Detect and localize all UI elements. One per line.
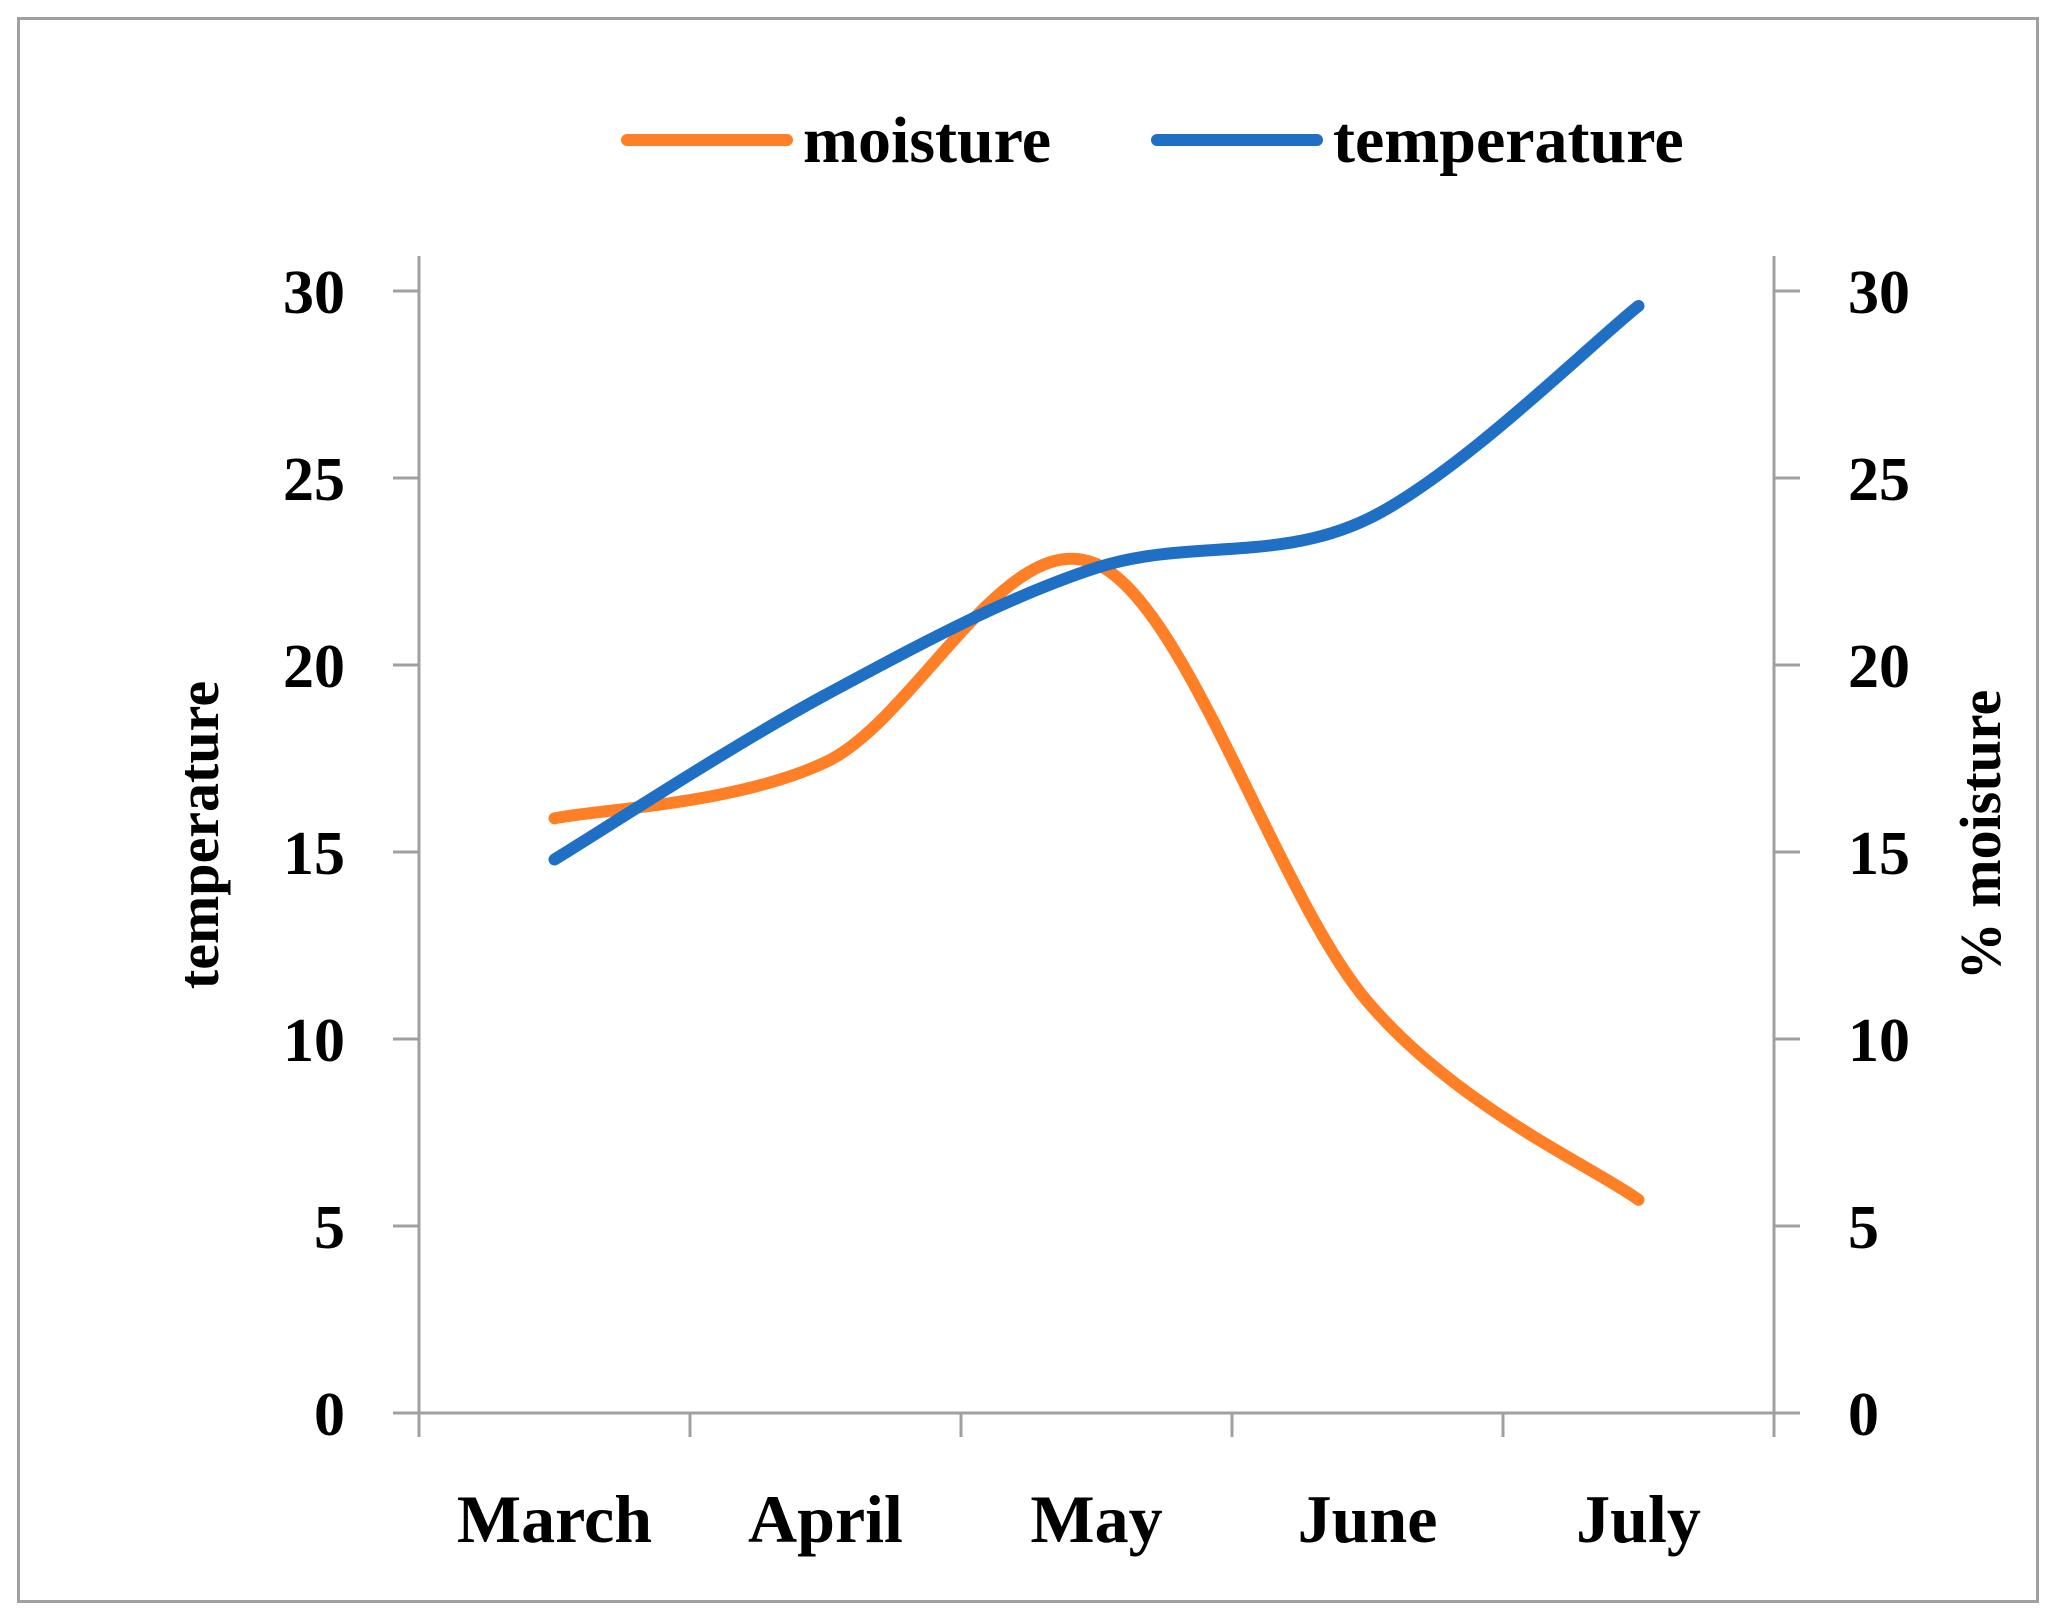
axes: 0 0 5 5 10 10 15 15 20 20 25 25 30 30 March April May Jun…	[283, 256, 1910, 1557]
y-tick-label-right: 5	[1848, 1194, 1879, 1262]
y-tick-label-left: 15	[283, 820, 345, 888]
chart-frame	[17, 17, 2039, 1603]
y-tick-label-left: 10	[283, 1007, 345, 1075]
y-tick-label-right: 0	[1848, 1381, 1879, 1449]
legend-label-temperature: temperature	[1333, 104, 1684, 177]
legend-label-moisture: moisture	[803, 104, 1051, 177]
y-tick-label-right: 15	[1848, 820, 1910, 888]
legend: moisture temperature	[621, 104, 1684, 177]
x-tick-label: April	[748, 1481, 903, 1557]
series	[548, 299, 1645, 1206]
y-tick-label-left: 25	[283, 446, 345, 514]
x-tick-label: March	[457, 1481, 652, 1557]
y-tick-label-left: 5	[314, 1194, 345, 1262]
y-tick-label-left: 30	[283, 259, 345, 327]
x-tick-label: June	[1298, 1481, 1438, 1557]
x-tick-label: July	[1576, 1481, 1701, 1557]
y-tick-label-left: 20	[283, 633, 345, 701]
x-tick-label: May	[1030, 1481, 1162, 1557]
y-tick-label-right: 10	[1848, 1007, 1910, 1075]
y-tick-label-right: 20	[1848, 633, 1910, 701]
series-line-temperature	[548, 299, 1645, 866]
series-line-moisture	[548, 552, 1645, 1206]
y-tick-label-left: 0	[314, 1381, 345, 1449]
y-axis-label-right: % moisture	[1948, 690, 2013, 981]
y-tick-label-right: 25	[1848, 446, 1910, 514]
y-axis-label-left: temperature	[166, 681, 231, 989]
y-tick-label-right: 30	[1848, 259, 1910, 327]
